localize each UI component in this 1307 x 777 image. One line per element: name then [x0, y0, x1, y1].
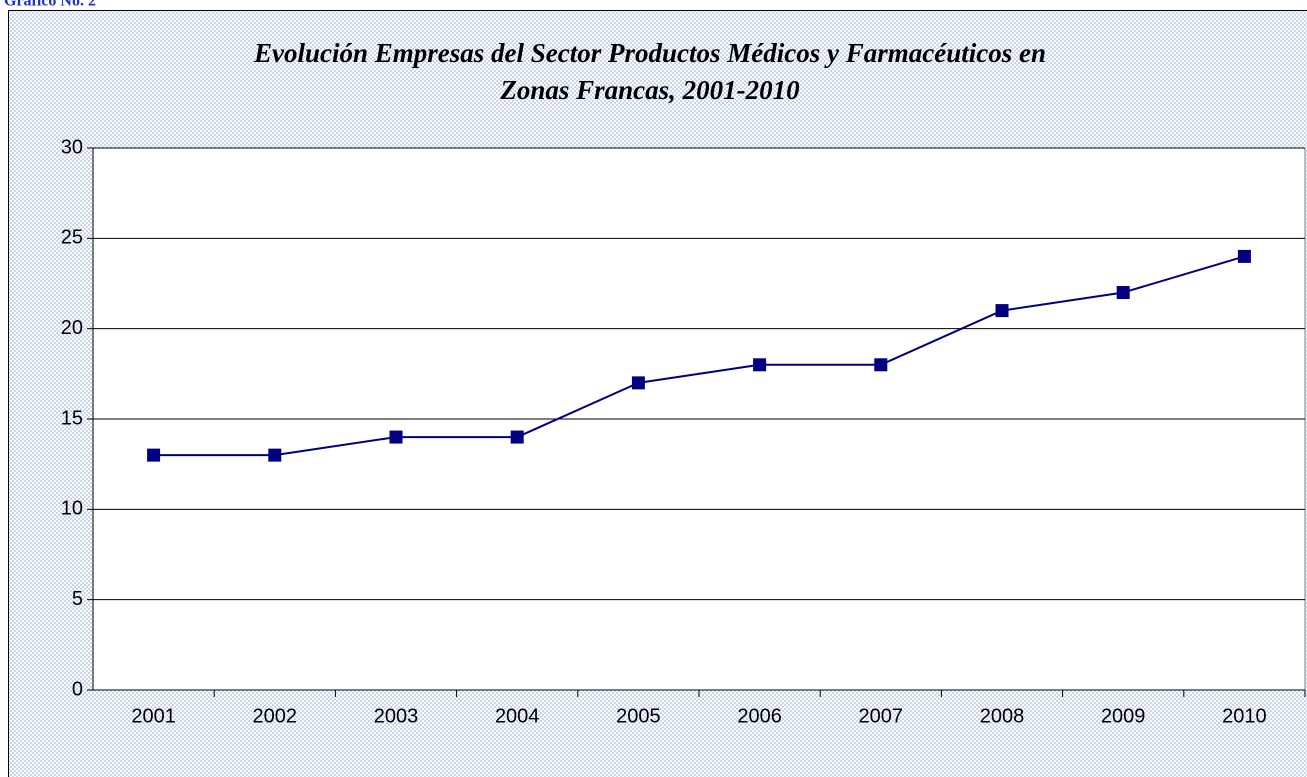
x-tick-label: 2003 [374, 705, 419, 727]
y-tick-label: 5 [72, 588, 83, 610]
x-tick-label: 2010 [1222, 705, 1267, 727]
x-tick-label: 2002 [253, 705, 298, 727]
marker [268, 448, 282, 462]
x-tick-label: 2005 [616, 705, 661, 727]
marker [147, 448, 161, 462]
y-tick-label: 30 [61, 136, 83, 158]
x-tick-label: 2009 [1101, 705, 1146, 727]
chart-title: Evolución Empresas del Sector Productos … [253, 38, 1046, 68]
marker [995, 304, 1009, 318]
marker [631, 376, 645, 390]
marker [1116, 286, 1130, 300]
caption: Gráfico No. 2 [4, 0, 96, 10]
x-tick-label: 2008 [980, 705, 1025, 727]
x-tick-label: 2001 [131, 705, 176, 727]
y-tick-label: 10 [61, 498, 83, 520]
marker [753, 358, 767, 372]
y-tick-label: 20 [61, 317, 83, 339]
x-tick-label: 2006 [737, 705, 782, 727]
marker [389, 430, 403, 444]
marker [510, 430, 524, 444]
y-tick-label: 25 [61, 227, 83, 249]
x-tick-label: 2007 [859, 705, 904, 727]
marker [874, 358, 888, 372]
marker [1237, 249, 1251, 263]
y-tick-label: 15 [61, 407, 83, 429]
x-tick-label: 2004 [495, 705, 540, 727]
chart-title: Zonas Francas, 2001-2010 [499, 75, 800, 105]
series-line [153, 255, 1245, 457]
y-tick-label: 0 [72, 678, 83, 700]
